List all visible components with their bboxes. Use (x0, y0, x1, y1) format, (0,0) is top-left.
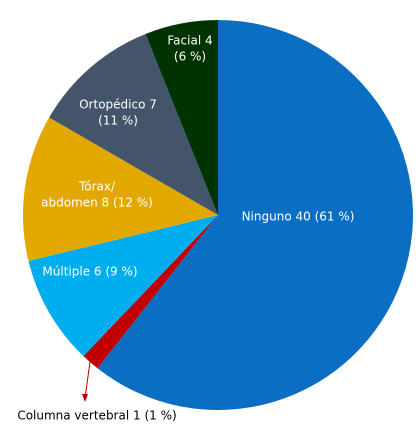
pie-slice (22, 117, 218, 261)
slice-label: Ortopédico 7 (79, 98, 157, 112)
pie-slice (49, 33, 218, 215)
slice-label: (6 %) (174, 50, 206, 64)
pie-slice (83, 215, 218, 369)
pie-slice (97, 20, 413, 410)
slice-label: Facial 4 (167, 34, 212, 48)
slice-label: abdomen 8 (12 %) (41, 196, 153, 210)
slice-label: Tórax/ (78, 180, 116, 194)
slice-label: Columna vertebral 1 (1 %) (17, 409, 176, 423)
leader-line (84, 361, 91, 399)
slice-label: (11 %) (98, 114, 138, 128)
leader-arrow (82, 394, 88, 402)
slice-label: Ninguno 40 (61 %) (242, 210, 355, 224)
pie-slice (145, 20, 218, 215)
pie-slice (28, 215, 218, 357)
slice-label: Múltiple 6 (9 %) (42, 265, 137, 279)
